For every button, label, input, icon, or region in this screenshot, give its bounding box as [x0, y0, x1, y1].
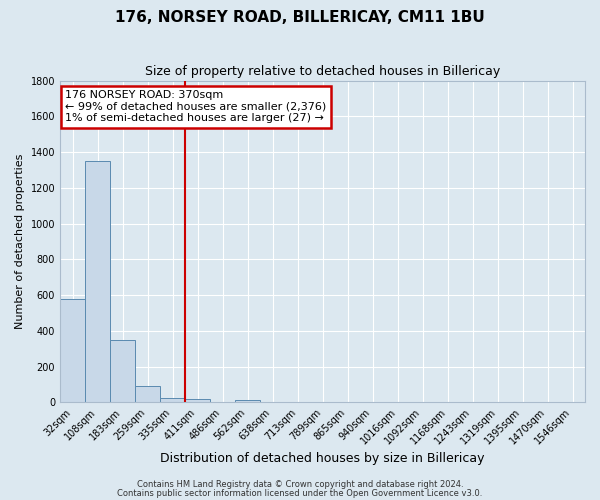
Bar	[135, 386, 160, 402]
Bar	[110, 340, 135, 402]
Bar	[185, 399, 210, 402]
Text: 176 NORSEY ROAD: 370sqm
← 99% of detached houses are smaller (2,376)
1% of semi-: 176 NORSEY ROAD: 370sqm ← 99% of detache…	[65, 90, 326, 124]
X-axis label: Distribution of detached houses by size in Billericay: Distribution of detached houses by size …	[160, 452, 485, 465]
Text: Contains public sector information licensed under the Open Government Licence v3: Contains public sector information licen…	[118, 489, 482, 498]
Bar	[85, 161, 110, 402]
Bar	[60, 298, 85, 403]
Text: 176, NORSEY ROAD, BILLERICAY, CM11 1BU: 176, NORSEY ROAD, BILLERICAY, CM11 1BU	[115, 10, 485, 25]
Text: Contains HM Land Registry data © Crown copyright and database right 2024.: Contains HM Land Registry data © Crown c…	[137, 480, 463, 489]
Bar	[160, 398, 185, 402]
Title: Size of property relative to detached houses in Billericay: Size of property relative to detached ho…	[145, 65, 500, 78]
Bar	[235, 400, 260, 402]
Y-axis label: Number of detached properties: Number of detached properties	[15, 154, 25, 329]
